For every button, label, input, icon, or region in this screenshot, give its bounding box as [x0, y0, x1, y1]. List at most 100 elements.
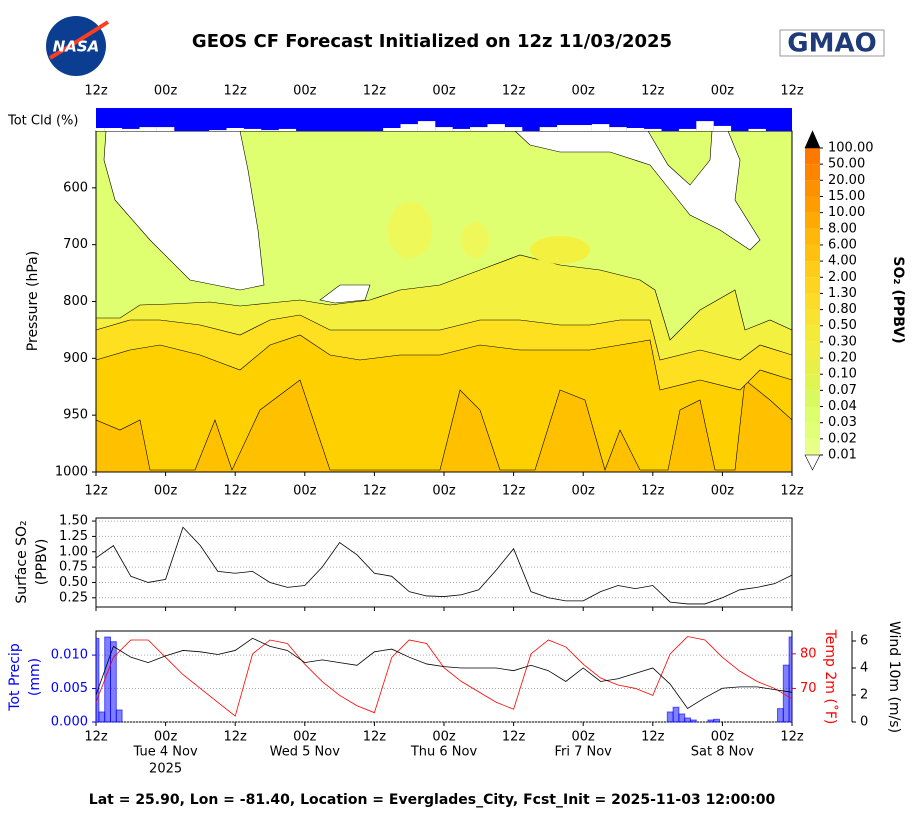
precip-bar	[707, 719, 715, 723]
x-tick-label: 12z	[502, 730, 526, 745]
colorbar-label: 0.02	[828, 431, 857, 446]
year-label: 2025	[149, 762, 182, 777]
y-axis-label: (mm)	[27, 658, 43, 696]
cloud-bar	[243, 128, 262, 131]
precip-bar	[713, 718, 721, 723]
y-tick-label: 1.50	[59, 514, 88, 529]
x-tick-label: 12z	[780, 730, 804, 745]
x-tick-label: 12z	[84, 730, 108, 745]
colorbar-label: 0.80	[828, 302, 857, 317]
cloud-bar	[591, 124, 610, 131]
cloud-bar	[104, 128, 123, 131]
strip-background	[96, 108, 792, 131]
colorbar-label: 0.01	[828, 448, 857, 463]
date-label: Tue 4 Nov	[133, 745, 198, 760]
precip-bar	[678, 713, 686, 723]
wind-line	[95, 637, 793, 710]
x-tick-label: 00z	[711, 84, 735, 99]
colorbar-label: 1.30	[828, 286, 857, 301]
x-tick-label: 12z	[502, 84, 526, 99]
x-tick-label: 00z	[154, 730, 178, 745]
cloud-bar	[435, 127, 453, 131]
logo-swoosh	[48, 20, 110, 60]
y2-axis-label: Temp 2m (˚F)	[822, 629, 839, 725]
precip-bar	[672, 706, 680, 723]
colorbar-segment	[805, 438, 820, 455]
colorbar-label: 100.00	[828, 141, 874, 156]
cloud-bar	[557, 125, 575, 131]
precip-bar	[690, 719, 697, 723]
date-label: Thu 6 Nov	[410, 745, 478, 760]
cloud-bar	[713, 125, 732, 131]
colorbar-segment	[805, 406, 820, 423]
cloud-bar	[96, 128, 105, 131]
x-tick-label: 00z	[572, 484, 596, 499]
date-label: Wed 5 Nov	[270, 745, 341, 760]
y3-tick-label: 2	[860, 687, 868, 702]
colorbar-label: 6.00	[828, 237, 857, 252]
x-tick-label: 12z	[84, 484, 108, 499]
contour-band	[530, 236, 590, 264]
so2-line	[95, 526, 793, 605]
y-tick-label: 800	[63, 294, 88, 309]
colorbar-label: 0.07	[828, 383, 857, 398]
colorbar-segment	[805, 196, 820, 213]
contour-band	[319, 284, 371, 304]
colorbar-label: 50.00	[828, 157, 865, 172]
x-tick-label: 00z	[432, 84, 456, 99]
logo-box	[779, 29, 885, 57]
x-tick-label: 00z	[572, 84, 596, 99]
y-axis-label: Tot Cld (%)	[7, 114, 78, 129]
cloud-bar	[383, 128, 401, 131]
precip-bar	[788, 636, 793, 723]
y-tick-label: 950	[63, 408, 88, 423]
plot-frame	[95, 517, 793, 608]
x-tick-label: 00z	[432, 484, 456, 499]
x-tick-label: 12z	[363, 84, 387, 99]
contour-band	[388, 202, 432, 258]
x-tick-label: 12z	[780, 484, 804, 499]
x-tick-label: 00z	[154, 484, 178, 499]
y-tick-label: 0.005	[51, 681, 88, 696]
x-tick-label: 12z	[363, 730, 387, 745]
y-axis-label: Surface SO₂	[14, 520, 30, 603]
cloud-bar	[644, 128, 662, 131]
colorbar-label: 10.00	[828, 205, 865, 220]
precip-bar	[95, 637, 100, 723]
y-tick-label: 700	[63, 237, 88, 252]
x-tick-label: 00z	[711, 484, 735, 499]
colorbar-segment	[805, 390, 820, 407]
precip-bar	[104, 636, 111, 723]
x-tick-label: 12z	[224, 84, 248, 99]
precip-bar	[110, 641, 117, 723]
cloud-bar	[417, 121, 436, 131]
colorbar-segment	[805, 212, 820, 229]
x-tick-label: 12z	[502, 484, 526, 499]
y-tick-label: 600	[63, 180, 88, 195]
colorbar-label: 0.50	[828, 318, 857, 333]
colorbar-segment	[805, 341, 820, 359]
cloud-bar	[574, 125, 592, 131]
y3-tick-label: 0	[860, 715, 868, 730]
cloud-bar	[487, 124, 505, 131]
x-tick-label: 12z	[641, 484, 665, 499]
x-tick-label: 12z	[84, 84, 108, 99]
colorbar-label: 0.10	[828, 367, 857, 382]
contour-band	[95, 130, 793, 341]
x-tick-label: 12z	[780, 84, 804, 99]
colorbar-label: SO₂ (PPBV)	[890, 256, 906, 343]
cloud-bar	[696, 121, 714, 131]
x-tick-label: 00z	[711, 730, 735, 745]
footnote: Lat = 25.90, Lon = -81.40, Location = Ev…	[89, 792, 776, 808]
colorbar-label: 20.00	[828, 173, 865, 188]
cloud-bar	[156, 127, 175, 131]
cloud-bar	[678, 128, 697, 131]
y-tick-label: 900	[63, 351, 88, 366]
x-tick-label: 12z	[224, 484, 248, 499]
cloud-bar	[452, 128, 471, 131]
colorbar-segment	[805, 277, 820, 294]
colorbar-segment	[805, 148, 820, 165]
x-tick-label: 00z	[154, 84, 178, 99]
colorbar-segment	[805, 228, 820, 245]
